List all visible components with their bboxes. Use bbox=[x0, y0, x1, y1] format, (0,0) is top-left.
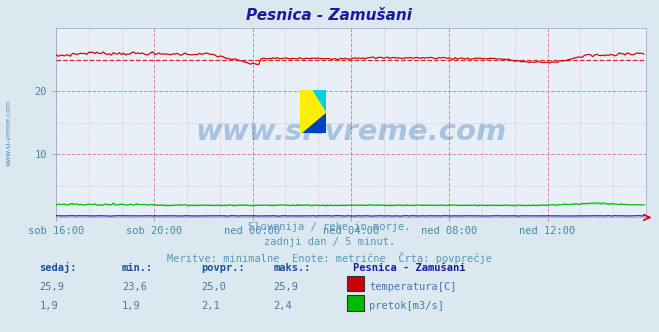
Text: povpr.:: povpr.: bbox=[201, 263, 244, 273]
Text: 25,0: 25,0 bbox=[201, 282, 226, 292]
Polygon shape bbox=[313, 90, 326, 111]
Text: 25,9: 25,9 bbox=[273, 282, 299, 292]
Text: zadnji dan / 5 minut.: zadnji dan / 5 minut. bbox=[264, 237, 395, 247]
Text: 1,9: 1,9 bbox=[40, 301, 58, 311]
Text: 23,6: 23,6 bbox=[122, 282, 147, 292]
Text: sedaj:: sedaj: bbox=[40, 262, 77, 273]
Text: min.:: min.: bbox=[122, 263, 153, 273]
Text: Pesnica - Zamušani: Pesnica - Zamušani bbox=[353, 263, 465, 273]
Text: Pesnica - Zamušani: Pesnica - Zamušani bbox=[246, 8, 413, 23]
Polygon shape bbox=[300, 90, 326, 133]
Text: Slovenija / reke in morje.: Slovenija / reke in morje. bbox=[248, 222, 411, 232]
Text: temperatura[C]: temperatura[C] bbox=[369, 282, 457, 292]
Text: pretok[m3/s]: pretok[m3/s] bbox=[369, 301, 444, 311]
Text: Meritve: minimalne  Enote: metrične  Črta: povprečje: Meritve: minimalne Enote: metrične Črta:… bbox=[167, 252, 492, 264]
Text: 1,9: 1,9 bbox=[122, 301, 140, 311]
Polygon shape bbox=[300, 111, 326, 133]
Text: www.si-vreme.com: www.si-vreme.com bbox=[195, 118, 507, 146]
Text: 25,9: 25,9 bbox=[40, 282, 65, 292]
Text: maks.:: maks.: bbox=[273, 263, 311, 273]
Text: www.si-vreme.com: www.si-vreme.com bbox=[5, 100, 11, 166]
Text: 2,4: 2,4 bbox=[273, 301, 292, 311]
Text: 2,1: 2,1 bbox=[201, 301, 219, 311]
